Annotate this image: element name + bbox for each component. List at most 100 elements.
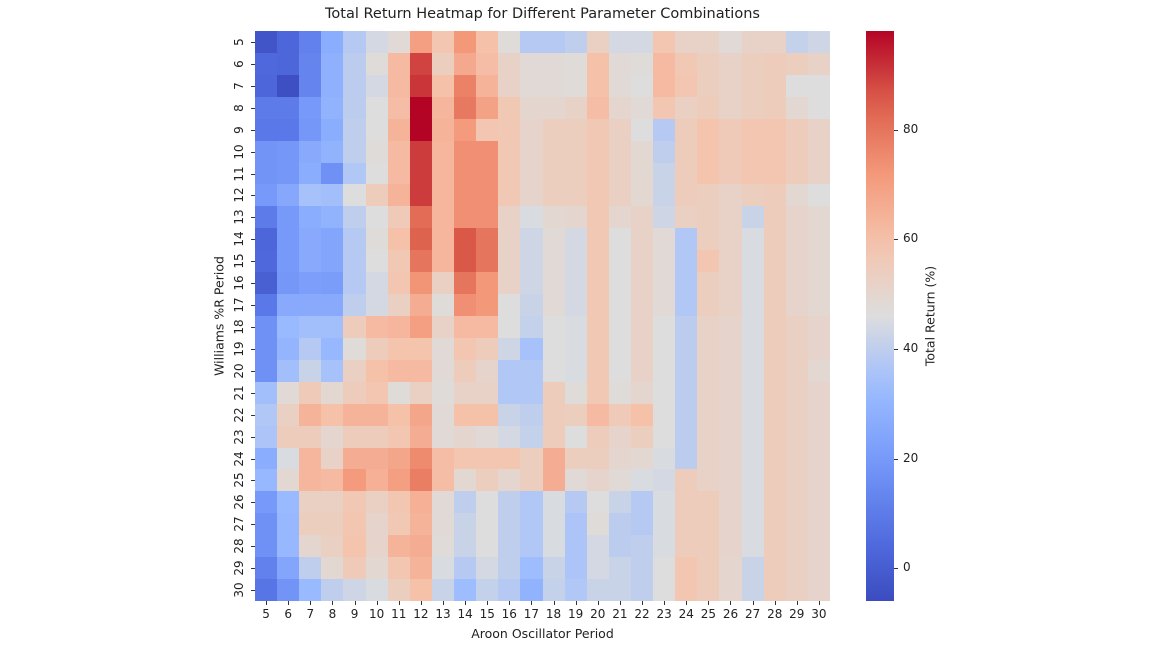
heatmap-cell xyxy=(409,74,432,97)
heatmap-cell xyxy=(277,272,300,295)
heatmap-cell xyxy=(719,228,742,251)
heatmap-cell xyxy=(343,513,366,536)
heatmap-cell xyxy=(365,162,388,185)
heatmap-cell xyxy=(564,337,587,360)
heatmap-cell xyxy=(409,228,432,251)
heatmap-cell xyxy=(343,557,366,580)
heatmap-cell xyxy=(387,403,410,426)
heatmap-cell xyxy=(321,52,344,75)
heatmap-cell xyxy=(586,250,609,273)
heatmap-cell xyxy=(719,118,742,141)
heatmap-cell xyxy=(454,447,477,470)
heatmap-cell xyxy=(520,162,543,185)
heatmap-cell xyxy=(719,469,742,492)
heatmap-cell xyxy=(586,359,609,382)
heatmap-cell xyxy=(542,162,565,185)
heatmap-cell xyxy=(697,491,720,514)
heatmap-cell xyxy=(365,359,388,382)
heatmap-cell xyxy=(741,315,764,338)
heatmap-cell xyxy=(719,206,742,229)
heatmap-cell xyxy=(454,381,477,404)
heatmap-cell xyxy=(630,491,654,514)
heatmap-cell xyxy=(785,403,808,426)
heatmap-cell xyxy=(387,513,410,536)
heatmap-cell xyxy=(763,513,786,536)
heatmap-cell xyxy=(630,294,654,316)
heatmap-cell xyxy=(653,52,676,75)
heatmap-cell xyxy=(321,184,344,207)
heatmap-cell xyxy=(630,206,654,229)
heatmap-cell xyxy=(277,96,300,119)
heatmap-cell xyxy=(653,381,676,404)
heatmap-cell xyxy=(454,513,477,536)
heatmap-cell xyxy=(365,403,388,426)
heatmap-cell xyxy=(520,74,543,97)
heatmap-cell xyxy=(807,469,830,492)
heatmap-cell xyxy=(365,272,388,295)
heatmap-cell xyxy=(608,425,631,448)
heatmap-cell xyxy=(498,250,521,273)
heatmap-cell xyxy=(697,162,720,185)
heatmap-cell xyxy=(255,228,278,251)
heatmap-cell xyxy=(255,96,278,119)
heatmap-cell xyxy=(321,535,344,558)
heatmap-cell xyxy=(476,315,499,338)
colorbar-ticks: 0 20 40 60 80 xyxy=(894,31,934,601)
heatmap-cell xyxy=(321,294,344,316)
heatmap-cell xyxy=(653,579,676,601)
heatmap-cell xyxy=(763,491,786,514)
heatmap-cell xyxy=(542,579,565,601)
heatmap-cell xyxy=(277,579,300,601)
heatmap-cell xyxy=(675,403,698,426)
heatmap-cell xyxy=(719,359,742,382)
heatmap-cell xyxy=(741,272,764,295)
heatmap-cell xyxy=(564,184,587,207)
heatmap-cell xyxy=(586,381,609,404)
heatmap-cell xyxy=(498,96,521,119)
heatmap-cell xyxy=(431,557,455,580)
heatmap-cell xyxy=(785,272,808,295)
heatmap-cell xyxy=(675,513,698,536)
heatmap-cell xyxy=(542,250,565,273)
heatmap-cell xyxy=(719,294,742,316)
heatmap-cell xyxy=(675,184,698,207)
heatmap-cell xyxy=(431,513,455,536)
heatmap-cell xyxy=(630,579,654,601)
heatmap-cell xyxy=(431,381,455,404)
heatmap-cell xyxy=(520,403,543,426)
heatmap-cell xyxy=(675,250,698,273)
heatmap-cell xyxy=(763,52,786,75)
heatmap-cell xyxy=(807,381,830,404)
heatmap-cell xyxy=(608,381,631,404)
heatmap-cell xyxy=(675,31,698,53)
heatmap-cell xyxy=(321,579,344,601)
heatmap-cell xyxy=(763,140,786,163)
heatmap-cell xyxy=(431,140,455,163)
heatmap-cell xyxy=(454,425,477,448)
heatmap-cell xyxy=(476,228,499,251)
heatmap-cell xyxy=(697,206,720,229)
heatmap-cell xyxy=(476,469,499,492)
heatmap-cell xyxy=(608,535,631,558)
heatmap-cell xyxy=(277,228,300,251)
heatmap-cell xyxy=(719,250,742,273)
heatmap-cell xyxy=(675,491,698,514)
heatmap-cell xyxy=(431,31,455,53)
heatmap-cell xyxy=(255,381,278,404)
heatmap-cell xyxy=(409,403,432,426)
heatmap-cell xyxy=(697,425,720,448)
heatmap-cell xyxy=(542,513,565,536)
heatmap-cell xyxy=(498,294,521,316)
heatmap-cell xyxy=(586,294,609,316)
heatmap-cell xyxy=(387,272,410,295)
heatmap-cell xyxy=(564,250,587,273)
heatmap-cell xyxy=(299,359,322,382)
heatmap-cell xyxy=(255,315,278,338)
heatmap-cell xyxy=(630,557,654,580)
heatmap-cell xyxy=(807,118,830,141)
heatmap-cell xyxy=(630,184,654,207)
heatmap-cell xyxy=(476,359,499,382)
heatmap-grid xyxy=(255,31,830,601)
heatmap-cell xyxy=(454,294,477,316)
heatmap-cell xyxy=(365,513,388,536)
